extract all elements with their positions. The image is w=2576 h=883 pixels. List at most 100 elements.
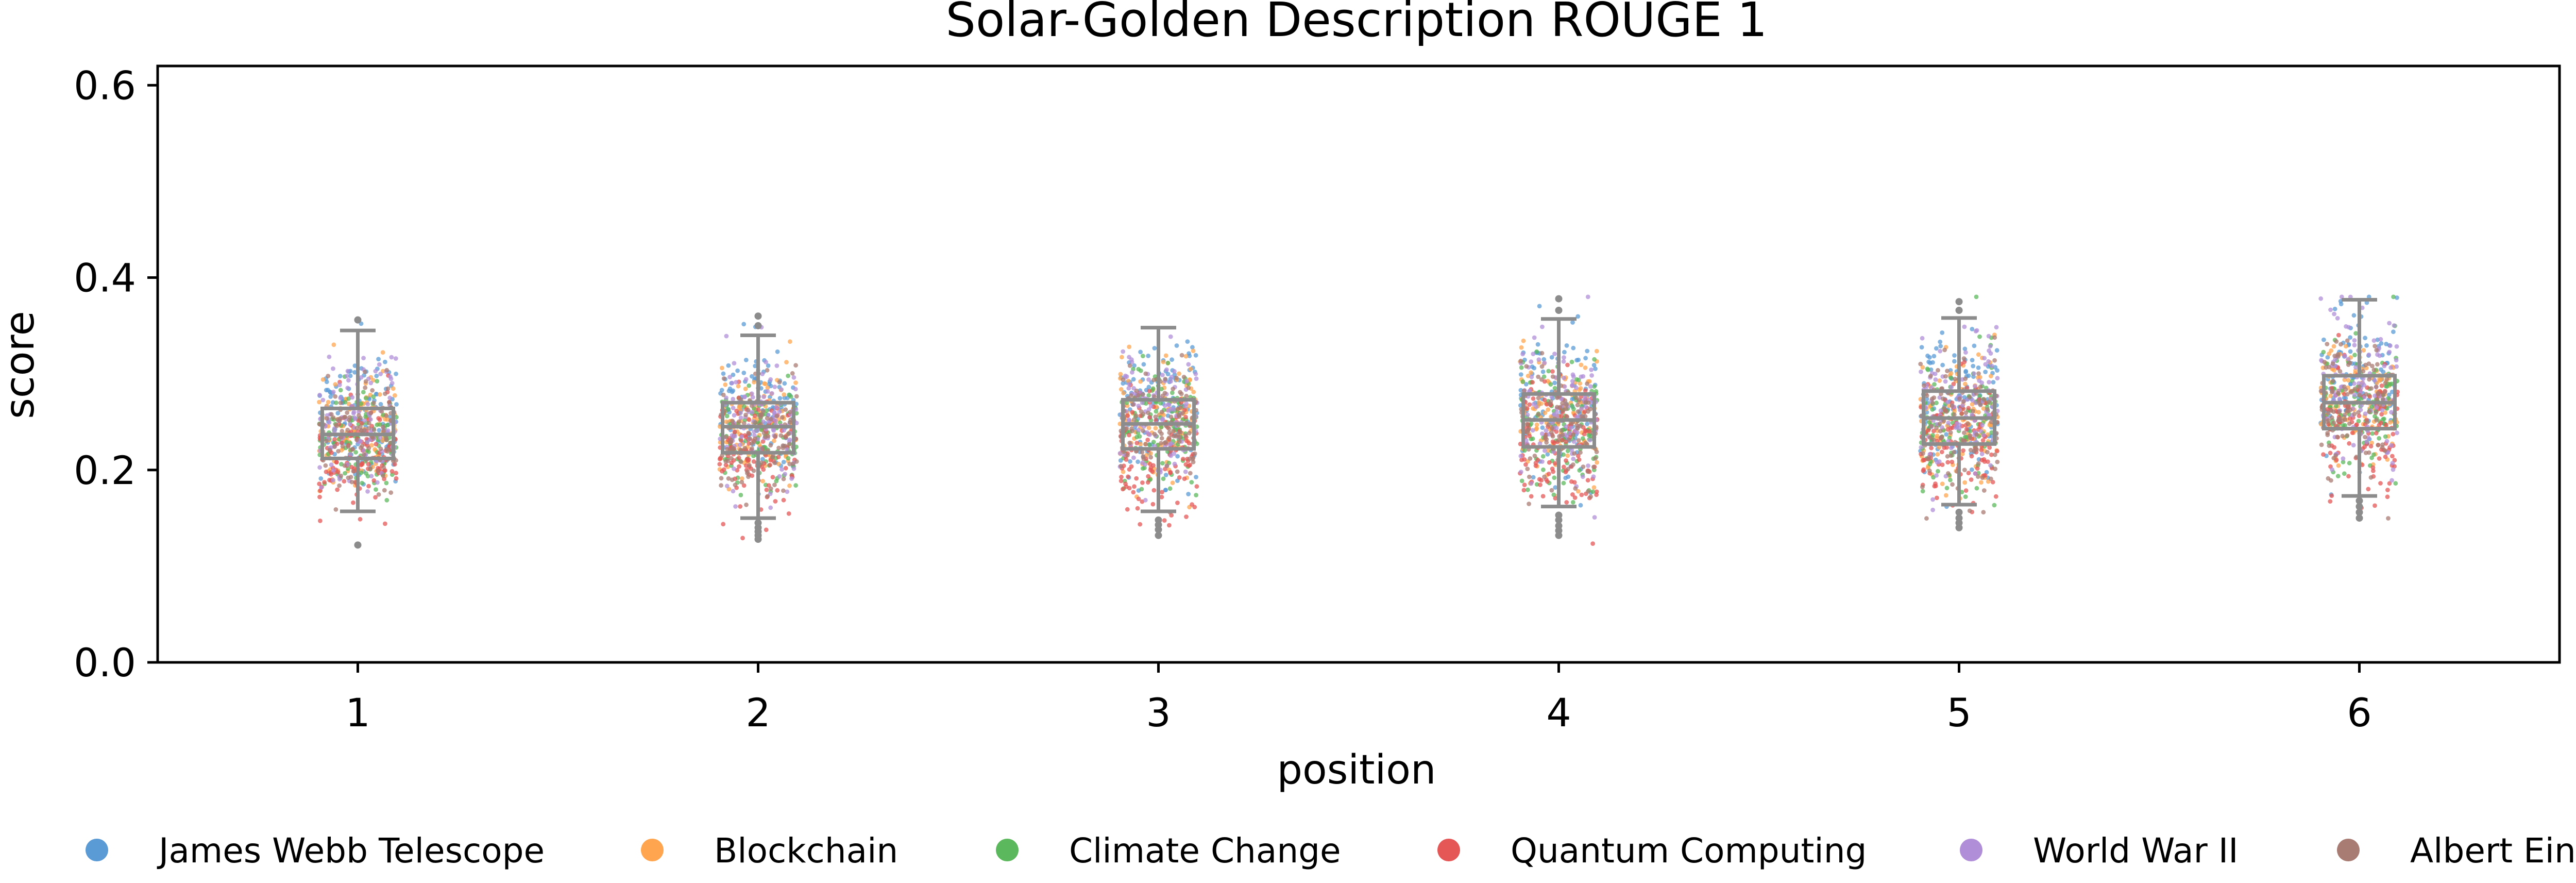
data-point <box>1982 356 1987 361</box>
data-point <box>338 388 343 393</box>
data-point <box>2329 493 2334 498</box>
data-point <box>1174 375 1179 380</box>
data-point <box>2335 474 2341 478</box>
data-point <box>1132 363 1137 368</box>
data-point <box>1989 452 1994 457</box>
data-point <box>1183 469 1188 474</box>
data-point <box>1179 353 1184 358</box>
data-point <box>2382 448 2387 453</box>
data-point <box>1563 475 1568 480</box>
data-point <box>370 435 376 440</box>
data-point <box>1139 487 1144 492</box>
tick-labels: 0.0 0.2 0.4 0.6 1 2 3 4 5 6 <box>74 62 2372 736</box>
data-point <box>1989 374 1993 379</box>
data-point <box>1970 358 1975 362</box>
data-point <box>1190 345 1195 350</box>
data-point <box>1981 406 1986 411</box>
data-point <box>759 460 764 465</box>
data-point <box>760 446 765 451</box>
data-point <box>1188 366 1193 372</box>
data-point <box>748 436 752 441</box>
data-point <box>1176 413 1181 418</box>
data-point <box>1521 488 1527 493</box>
data-point <box>2368 475 2374 480</box>
data-point <box>1534 426 1539 431</box>
data-point <box>2334 404 2338 408</box>
data-point <box>729 438 734 443</box>
data-point <box>2342 471 2347 476</box>
data-point <box>1977 334 1982 339</box>
data-point <box>1128 459 1132 464</box>
data-point <box>1531 475 1536 480</box>
data-point <box>1175 454 1180 459</box>
data-point <box>1966 471 1971 476</box>
data-point <box>338 401 343 405</box>
data-point <box>336 448 341 454</box>
data-point <box>1585 381 1590 386</box>
data-point <box>1131 455 1136 460</box>
data-point <box>366 446 371 451</box>
data-point <box>2353 331 2358 336</box>
data-point <box>721 392 726 397</box>
data-point <box>317 393 322 397</box>
data-point <box>2332 307 2337 311</box>
data-point <box>788 339 792 344</box>
data-point <box>2333 357 2338 362</box>
data-point <box>1519 478 1524 484</box>
data-point <box>1591 485 1597 490</box>
data-point <box>782 428 786 433</box>
data-point <box>1927 468 1932 473</box>
data-point <box>1971 409 1975 413</box>
data-point <box>2345 404 2350 409</box>
legend-label: Blockchain <box>714 831 898 871</box>
data-point <box>1995 448 1999 454</box>
data-point <box>724 334 729 339</box>
data-point <box>2394 344 2399 349</box>
data-point <box>2389 381 2394 386</box>
data-point <box>1140 466 1145 471</box>
data-point <box>1578 381 1583 386</box>
data-point <box>1543 410 1548 415</box>
data-point <box>743 412 748 418</box>
data-point <box>1141 428 1145 434</box>
data-point <box>1540 454 1546 459</box>
data-point <box>2389 410 2394 415</box>
data-point <box>1977 394 1982 398</box>
data-point <box>1995 376 2000 381</box>
data-point <box>1531 352 1536 356</box>
data-point <box>2375 362 2380 367</box>
data-point <box>387 399 392 405</box>
data-point <box>1562 375 1566 380</box>
data-point <box>717 462 722 467</box>
data-point <box>1171 428 1176 434</box>
data-point <box>359 428 364 433</box>
data-point <box>1159 436 1164 441</box>
data-point <box>378 435 383 440</box>
data-point <box>1564 434 1569 439</box>
data-point <box>749 441 754 446</box>
data-point <box>770 455 775 460</box>
data-point <box>1945 427 1951 432</box>
data-point <box>358 415 363 421</box>
data-point <box>1191 460 1196 464</box>
data-point <box>1193 353 1198 358</box>
data-point <box>1126 474 1130 479</box>
data-point <box>726 407 731 412</box>
data-point <box>2328 307 2333 312</box>
data-point <box>1583 365 1588 370</box>
outlier-point <box>354 541 362 549</box>
data-point <box>1554 405 1560 410</box>
data-point <box>1934 346 1939 351</box>
data-point <box>1550 374 1555 379</box>
data-point <box>1175 501 1180 505</box>
data-point <box>361 390 366 395</box>
data-point <box>1968 428 1973 434</box>
data-point <box>768 416 773 422</box>
data-point <box>1186 492 1191 496</box>
data-point <box>2321 337 2326 342</box>
data-point <box>752 380 756 385</box>
data-point <box>384 413 389 418</box>
data-point <box>783 407 788 412</box>
data-point <box>1546 407 1551 412</box>
data-point <box>1561 407 1566 412</box>
